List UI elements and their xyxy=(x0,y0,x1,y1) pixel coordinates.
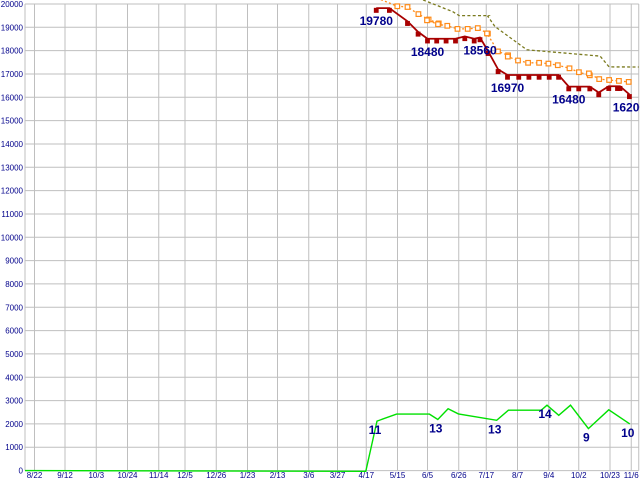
svg-text:19780: 19780 xyxy=(360,14,394,28)
svg-text:16000: 16000 xyxy=(1,93,24,102)
svg-text:20000: 20000 xyxy=(1,0,24,9)
svg-text:19000: 19000 xyxy=(1,23,24,32)
svg-text:3/6: 3/6 xyxy=(303,471,315,480)
svg-text:13000: 13000 xyxy=(1,163,24,172)
svg-text:18560: 18560 xyxy=(463,44,497,58)
svg-text:11000: 11000 xyxy=(1,210,23,219)
svg-text:11/14: 11/14 xyxy=(149,471,169,480)
svg-text:9: 9 xyxy=(583,431,590,445)
svg-text:4000: 4000 xyxy=(5,373,23,382)
svg-text:2000: 2000 xyxy=(5,420,23,429)
svg-text:8/22: 8/22 xyxy=(27,471,43,480)
svg-text:13: 13 xyxy=(429,422,443,436)
svg-text:10/2: 10/2 xyxy=(571,471,587,480)
svg-text:18480: 18480 xyxy=(411,45,445,59)
svg-text:16200: 16200 xyxy=(613,100,640,114)
svg-text:12000: 12000 xyxy=(1,187,24,196)
svg-text:7/17: 7/17 xyxy=(478,471,494,480)
svg-text:10/24: 10/24 xyxy=(117,471,138,480)
svg-text:16480: 16480 xyxy=(552,93,586,107)
svg-text:9000: 9000 xyxy=(5,257,23,266)
svg-text:4/17: 4/17 xyxy=(358,471,374,480)
svg-text:3000: 3000 xyxy=(5,397,23,406)
svg-text:15000: 15000 xyxy=(1,117,24,126)
svg-text:9/4: 9/4 xyxy=(543,471,555,480)
svg-text:18000: 18000 xyxy=(1,47,24,56)
svg-text:16970: 16970 xyxy=(491,81,525,95)
svg-text:7000: 7000 xyxy=(5,303,23,312)
svg-text:9/12: 9/12 xyxy=(57,471,73,480)
svg-text:10: 10 xyxy=(621,426,635,440)
svg-text:11/6: 11/6 xyxy=(624,471,640,480)
svg-text:5000: 5000 xyxy=(5,350,23,359)
svg-text:2/13: 2/13 xyxy=(270,471,286,480)
svg-text:6/5: 6/5 xyxy=(422,471,434,480)
svg-text:6000: 6000 xyxy=(5,327,23,336)
svg-text:17000: 17000 xyxy=(1,70,24,79)
svg-text:10/3: 10/3 xyxy=(88,471,104,480)
svg-text:14000: 14000 xyxy=(1,140,24,149)
svg-text:5/15: 5/15 xyxy=(390,471,406,480)
svg-text:8/7: 8/7 xyxy=(512,471,524,480)
svg-text:10000: 10000 xyxy=(1,233,24,242)
svg-text:14: 14 xyxy=(538,407,552,421)
svg-text:6/26: 6/26 xyxy=(451,471,467,480)
svg-text:0: 0 xyxy=(19,467,24,476)
svg-text:3/27: 3/27 xyxy=(330,471,346,480)
svg-text:12/26: 12/26 xyxy=(206,471,227,480)
svg-text:8000: 8000 xyxy=(5,280,23,289)
svg-text:11: 11 xyxy=(369,423,382,437)
svg-text:12/5: 12/5 xyxy=(177,471,193,480)
svg-text:10/23: 10/23 xyxy=(600,471,621,480)
svg-text:13: 13 xyxy=(488,422,502,436)
svg-text:1/23: 1/23 xyxy=(240,471,256,480)
svg-text:1000: 1000 xyxy=(5,443,23,452)
